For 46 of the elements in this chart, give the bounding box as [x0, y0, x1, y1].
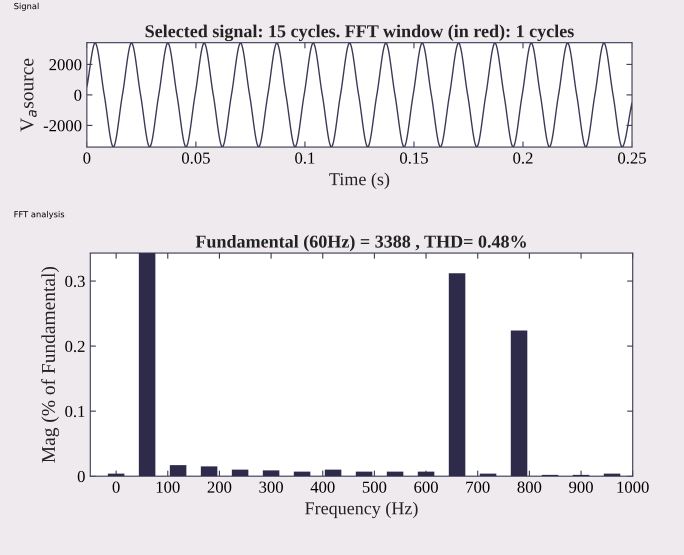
- bar: [510, 330, 528, 476]
- bar: [200, 466, 218, 476]
- bar: [480, 474, 496, 476]
- bar: [108, 474, 124, 476]
- bar: [386, 472, 404, 476]
- y-tick-label: 0.1: [65, 406, 84, 418]
- bar: [138, 253, 156, 476]
- bar: [356, 472, 372, 476]
- x-tick-label: 0: [112, 482, 120, 493]
- x-tick-label: 0.05: [182, 152, 210, 164]
- x-tick-label: 500: [362, 482, 386, 493]
- x-tick-label: 100: [156, 482, 180, 493]
- y-tick-label: 0.3: [65, 276, 85, 288]
- bar: [170, 465, 186, 476]
- x-axis-title: Frequency (Hz): [305, 502, 418, 518]
- text: Signal: [14, 2, 38, 11]
- x-tick-label: 0.1: [295, 152, 314, 164]
- y-axis-title: V$_{a}$source: [20, 58, 37, 132]
- bar: [262, 470, 280, 476]
- x-axis-title: Time (s): [329, 172, 390, 189]
- x-tick-label: 600: [414, 482, 438, 493]
- bar: [418, 472, 434, 476]
- x-tick-label: 1000: [618, 482, 649, 493]
- bar: [294, 472, 310, 476]
- text: FFT analysis: [14, 210, 64, 219]
- x-tick-label: 900: [569, 482, 593, 493]
- y-tick-label: -2000: [44, 120, 82, 132]
- bar: [448, 273, 466, 476]
- chart-title: Fundamental (60Hz) = 3388 , THD= 0.48%: [196, 234, 526, 252]
- y-tick-label: 0: [78, 470, 85, 482]
- x-tick-label: 300: [259, 482, 283, 493]
- x-tick-label: 0.15: [400, 152, 428, 164]
- y-tick-label: 2000: [49, 59, 82, 70]
- bar: [232, 470, 248, 476]
- x-tick-label: 200: [208, 482, 232, 493]
- x-tick-label: 800: [518, 482, 542, 493]
- x-tick-label: 400: [310, 482, 335, 493]
- bar: [324, 470, 342, 476]
- y-axis-title: Mag (% of Fundamental): [41, 266, 60, 463]
- x-tick-label: 0.2: [513, 152, 532, 164]
- chart-title: Selected signal: 15 cycles. FFT window (in red): 1 cycles: [146, 24, 574, 42]
- y-tick-label: 0: [74, 90, 82, 101]
- x-tick-label: 700: [466, 482, 490, 493]
- bar: [604, 474, 620, 476]
- x-tick-label: 0.25: [618, 152, 646, 164]
- y-tick-label: 0.2: [65, 340, 85, 352]
